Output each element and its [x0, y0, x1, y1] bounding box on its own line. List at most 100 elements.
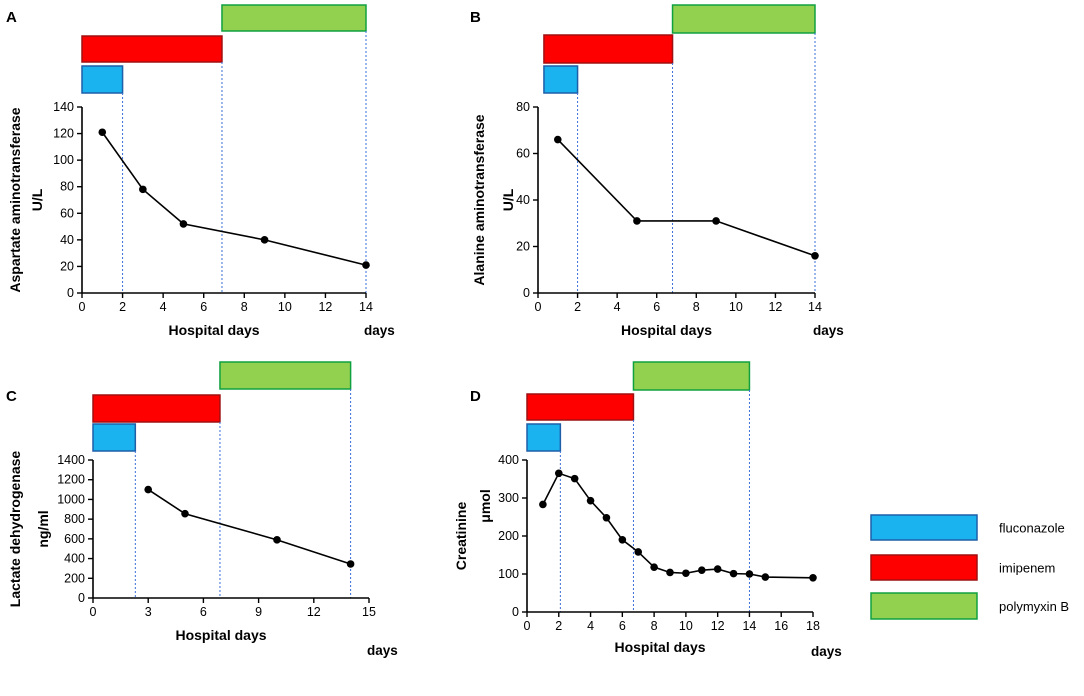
y-tick-label: 100 — [53, 153, 74, 167]
treatment-bar-flu — [81, 65, 124, 94]
y-tick-label: 800 — [64, 512, 85, 526]
x-tick-label: 12 — [307, 605, 321, 619]
x-tick-label: 6 — [200, 300, 207, 314]
x-tick-label: 14 — [359, 300, 373, 314]
y-tick-label: 140 — [53, 100, 74, 114]
x-tick-label: 10 — [278, 300, 292, 314]
x-tick-label: 18 — [806, 619, 820, 633]
data-point — [811, 252, 819, 260]
treatment-bar-poly — [219, 361, 352, 390]
data-point — [666, 568, 674, 577]
data-point — [618, 536, 627, 544]
x-tick-label: 8 — [241, 300, 248, 314]
x-tick-label: 0 — [535, 300, 542, 314]
y-axis-unit-label: U/L — [29, 188, 45, 211]
data-point — [729, 569, 738, 578]
x-tick-label: 0 — [524, 619, 531, 633]
treatment-bar-flu — [92, 423, 137, 452]
data-point — [745, 570, 754, 578]
panel-d: D 0 2 4 6 8 10 12 14 16 18 0 100 200 300 400 Hospital da… — [453, 361, 842, 659]
y-tick-label: 120 — [53, 127, 74, 141]
y-tick-label: 1000 — [57, 492, 85, 506]
data-point — [697, 566, 706, 574]
x-tick-label: 14 — [742, 619, 756, 633]
x-tick-label: 10 — [679, 619, 693, 633]
x-tick-label: 3 — [145, 605, 152, 619]
x-axis-label: Hospital days — [614, 639, 705, 655]
data-point — [634, 548, 643, 556]
treatment-bar-flu — [526, 423, 562, 452]
panel-b: B 0 2 4 6 8 10 12 14 0 20 40 60 80 Hospital days days Al… — [470, 4, 844, 338]
panel-letter: C — [6, 388, 17, 405]
data-point — [586, 496, 595, 505]
treatment-bar-imi — [526, 393, 635, 421]
legend-label: polymyxin B — [999, 599, 1069, 614]
series-line — [542, 472, 814, 579]
x-tick-label: 0 — [79, 300, 86, 314]
y-axis-label: Creatinine — [453, 502, 469, 571]
y-axis-unit-label: ng/ml — [35, 510, 51, 547]
x-tick-label: 15 — [362, 605, 376, 619]
legend: fluconazole imipenem polymyxin B — [870, 514, 1069, 620]
y-tick-label: 300 — [498, 491, 519, 505]
treatment-bar-imi — [92, 394, 221, 423]
x-tick-label: 4 — [614, 300, 621, 314]
y-axis-unit-label: μmol — [477, 489, 493, 522]
data-point — [713, 565, 722, 573]
y-tick-label: 80 — [60, 180, 74, 194]
days-label: days — [813, 323, 844, 338]
data-point — [181, 509, 189, 518]
data-point — [273, 536, 281, 544]
y-tick-label: 20 — [516, 240, 530, 254]
y-tick-label: 200 — [64, 571, 85, 585]
data-point — [682, 569, 690, 578]
y-axis-label: Alanine aminotransferase — [471, 114, 487, 285]
series-line — [101, 131, 367, 266]
x-tick-label: 2 — [555, 619, 562, 633]
x-axis-label: Hospital days — [168, 322, 259, 338]
x-tick-label: 16 — [774, 619, 788, 633]
y-tick-label: 600 — [64, 532, 85, 546]
data-point — [553, 135, 562, 144]
legend-swatch-polymyxin-b — [870, 592, 978, 620]
panel-c: C 0 3 6 9 12 15 0 200 400 600 800 1000 1200 1400 Hospit… — [6, 361, 398, 658]
y-tick-label: 0 — [78, 591, 85, 605]
data-point — [761, 573, 770, 581]
y-tick-label: 0 — [523, 286, 530, 300]
panel-letter: D — [470, 388, 481, 405]
series-line — [147, 488, 351, 565]
data-point — [98, 128, 107, 137]
y-axis-unit-label: U/L — [500, 188, 516, 211]
x-tick-label: 9 — [255, 605, 262, 619]
legend-label: fluconazole — [999, 521, 1065, 536]
data-point — [712, 217, 720, 225]
treatment-bar-imi — [543, 34, 674, 64]
data-point — [139, 185, 147, 194]
y-tick-label: 0 — [67, 286, 74, 300]
legend-swatch-fluconazole — [870, 514, 978, 541]
x-tick-label: 8 — [651, 619, 658, 633]
panel-letter: A — [6, 9, 17, 26]
y-tick-label: 400 — [64, 552, 85, 566]
data-point — [179, 220, 188, 228]
x-tick-label: 6 — [653, 300, 660, 314]
y-tick-label: 80 — [516, 100, 530, 114]
data-point — [346, 560, 355, 568]
legend-swatch-imipenem — [870, 554, 978, 581]
x-tick-label: 0 — [90, 605, 97, 619]
data-point — [260, 236, 269, 244]
x-tick-label: 12 — [711, 619, 725, 633]
days-label: days — [811, 644, 842, 659]
y-tick-label: 60 — [516, 147, 530, 161]
y-tick-label: 40 — [60, 233, 74, 247]
y-tick-label: 100 — [498, 567, 519, 581]
x-tick-label: 2 — [574, 300, 581, 314]
x-tick-label: 2 — [119, 300, 126, 314]
x-tick-label: 4 — [587, 619, 594, 633]
x-tick-label: 14 — [808, 300, 822, 314]
y-tick-label: 400 — [498, 453, 519, 467]
y-tick-label: 1200 — [57, 473, 85, 487]
treatment-bar-imi — [81, 35, 223, 63]
